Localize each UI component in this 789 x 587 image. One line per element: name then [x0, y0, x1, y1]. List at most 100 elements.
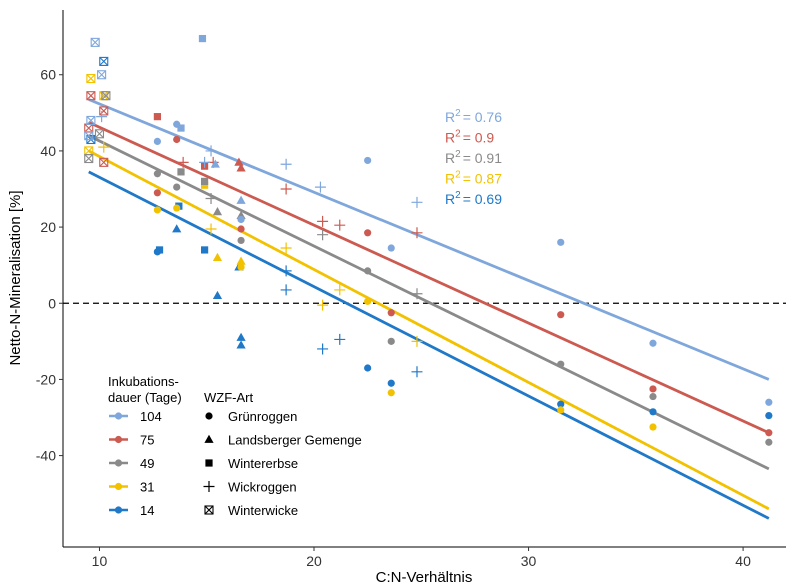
legend-incubation-items: 104 75 49 31 14: [109, 409, 162, 518]
legend-incubation-label: 104: [140, 409, 162, 424]
point-104-14-shape: [280, 158, 292, 170]
r2-label-104: R2 = 0.76: [445, 108, 502, 125]
legend-wzf-marker-boxcross-shape: [204, 505, 214, 515]
point-104-10-shape: [210, 159, 220, 168]
point-104-10: [210, 159, 220, 168]
point-31-16: [411, 335, 423, 347]
point-31-2-cross: [84, 146, 94, 156]
point-104-13: [205, 145, 217, 157]
point-31-7-shape: [205, 223, 217, 235]
x-tick-label: 40: [735, 553, 751, 569]
point-75-6: [173, 135, 181, 144]
legend-incubation-title-line-2: dauer (Tage): [108, 390, 182, 405]
point-104-17: [387, 244, 395, 252]
fit-line-75: [88, 121, 770, 435]
legend-incubation-label: 75: [140, 433, 154, 448]
point-14-10-shape: [236, 340, 246, 349]
legend-incubation-label: 31: [140, 480, 154, 495]
point-49-14-shape: [411, 288, 423, 300]
point-75-4: [153, 113, 161, 121]
point-49-6: [200, 177, 209, 185]
point-14-12-shape: [280, 265, 292, 277]
point-49-0: [84, 153, 94, 164]
point-31-18: [649, 423, 657, 431]
point-104-16-shape: [364, 156, 372, 165]
point-75-19-shape: [557, 311, 565, 319]
point-31-4-shape: [153, 206, 161, 214]
legend-wzf-item-square: Wintererbse: [205, 456, 298, 471]
point-31-14: [364, 297, 372, 305]
point-49-3-shape: [153, 170, 161, 178]
point-49-17: [765, 438, 773, 446]
point-31-17-shape: [557, 406, 565, 414]
point-14-3: [155, 246, 164, 254]
point-31-11-shape: [280, 242, 292, 254]
point-75-17: [387, 309, 395, 317]
point-49-2: [101, 91, 111, 101]
point-104-15: [314, 181, 326, 193]
legend-wzf-label: Grünroggen: [228, 409, 297, 424]
point-31-0: [86, 74, 96, 84]
point-49-7-shape: [205, 193, 217, 205]
point-14-11-shape: [280, 284, 292, 296]
point-104-4-shape: [96, 111, 108, 123]
point-75-14: [317, 215, 329, 227]
point-31-3: [98, 141, 110, 153]
point-49-1: [94, 129, 105, 139]
point-49-1-shape: [94, 129, 105, 139]
point-104-1-shape: [97, 70, 107, 80]
point-75-7-shape: [177, 156, 189, 168]
point-75-10: [236, 163, 246, 172]
legend-incubation-item-104: 104: [109, 409, 162, 424]
fit-line-104: [88, 98, 770, 381]
point-75-0-shape: [86, 91, 96, 101]
legend-wzf-marker-triangle-shape: [204, 434, 214, 443]
point-104-5: [198, 34, 207, 43]
point-14-20: [765, 412, 773, 420]
legend-wzf-item-circle: Grünroggen: [205, 409, 297, 424]
point-104-18: [411, 196, 423, 208]
legend-wzf-items: Grünroggen Landsberger Gemenge Wintererbse…: [203, 409, 362, 518]
point-104-1-cross: [97, 70, 107, 80]
point-14-7-shape: [212, 290, 223, 300]
y-tick-label: 60: [40, 67, 56, 83]
r2-label-14: R2 = 0.69: [445, 190, 502, 207]
point-14-14-shape: [334, 333, 346, 345]
point-104-17-shape: [387, 244, 395, 252]
legend-wzf-marker-boxcross: [204, 505, 214, 515]
legend-incubation-label: 14: [140, 503, 154, 518]
point-104-8: [177, 124, 185, 132]
point-104-9: [199, 156, 211, 168]
point-75-5-shape: [153, 189, 161, 197]
point-75-19: [557, 311, 565, 319]
point-75-0-cross: [86, 91, 96, 101]
point-104-8-shape: [177, 124, 185, 132]
point-104-20: [649, 339, 657, 347]
axes: -40 -20 0 20 40 60 10 20 30 40: [36, 10, 786, 569]
point-14-0: [99, 56, 109, 66]
x-tick-label: 30: [521, 553, 537, 569]
legend-wzf-marker-square: [205, 459, 213, 467]
point-75-0: [86, 91, 96, 101]
point-75-17-shape: [387, 309, 395, 317]
point-31-13: [334, 284, 346, 296]
point-49-4-shape: [173, 183, 181, 191]
point-49-16: [649, 392, 657, 401]
legend-wzf-marker-plus-shape: [203, 481, 215, 492]
point-31-5-shape: [173, 204, 181, 212]
point-75-16-shape: [364, 229, 372, 237]
y-ticks: -40 -20 0 20 40 60: [36, 67, 63, 464]
point-14-13-shape: [317, 343, 329, 355]
x-axis-title: C:N-Verhältnis: [376, 569, 473, 586]
point-14-13: [317, 343, 329, 355]
point-14-7: [212, 290, 223, 300]
legend-wzf-marker-plus: [203, 481, 215, 492]
legend-wzf-marker-circle-shape: [205, 412, 213, 420]
legend-incubation-swatch-marker: [114, 435, 123, 444]
point-49-15: [557, 360, 565, 368]
point-104-18-shape: [411, 196, 423, 208]
point-104-3-cross: [84, 131, 94, 141]
point-31-16-shape: [411, 335, 423, 347]
point-31-13-shape: [334, 284, 346, 296]
data-points: [84, 34, 773, 446]
